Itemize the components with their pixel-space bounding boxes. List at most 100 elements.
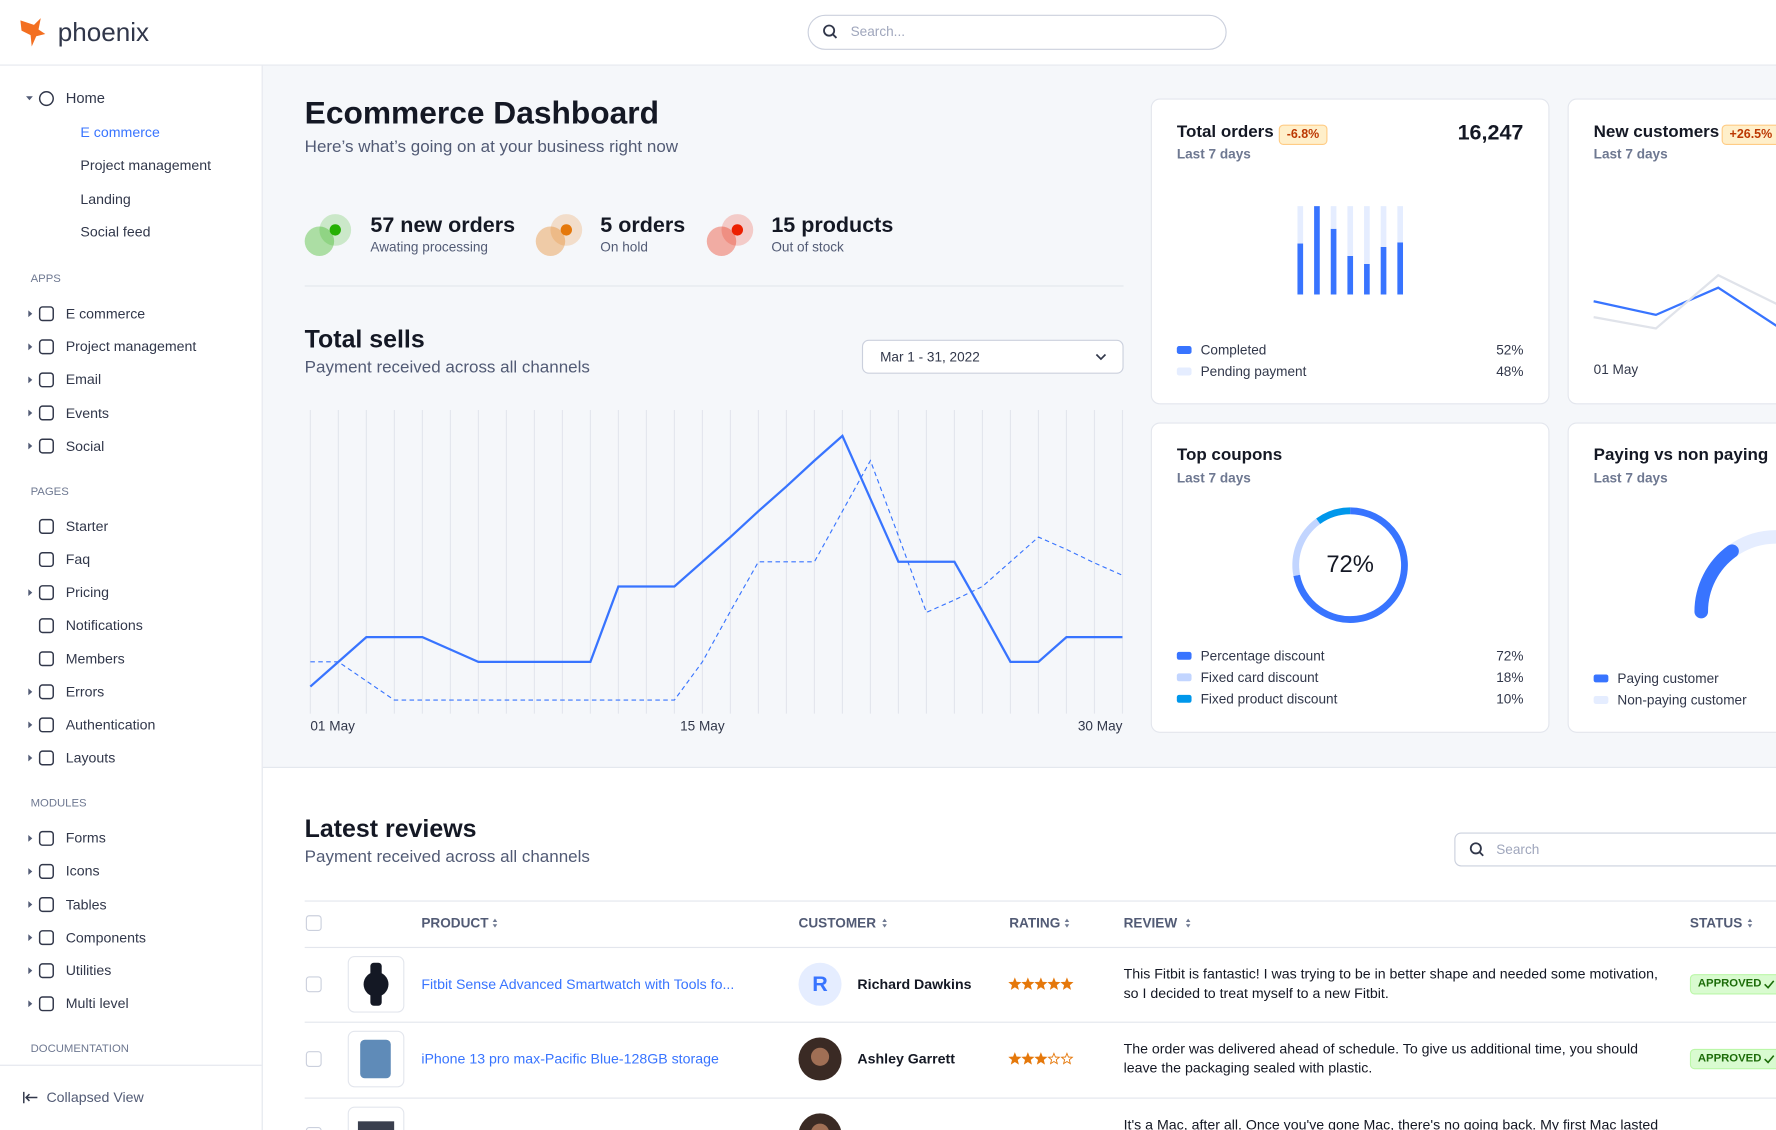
bar	[1297, 243, 1304, 295]
stat-icon-bg	[535, 226, 566, 256]
legend-label: Fixed product discount	[1200, 690, 1338, 707]
rating	[1008, 977, 1074, 990]
avatar	[798, 962, 842, 1006]
review-text: This Fitbit is fantastic! I was trying t…	[1123, 966, 1658, 1002]
bar	[1397, 206, 1404, 243]
nav-icon	[38, 830, 54, 846]
legend-swatch	[1176, 651, 1192, 660]
checkbox[interactable]	[305, 976, 322, 993]
bar	[1314, 206, 1320, 295]
legend-swatch	[1176, 673, 1192, 682]
review-search-box[interactable]	[1454, 832, 1776, 867]
star	[1008, 977, 1022, 990]
nav-item[interactable]: Layouts	[65, 750, 116, 766]
chart-title: Total sells	[304, 325, 425, 354]
nav-item[interactable]: E commerce	[65, 305, 146, 322]
sidebar-footer-line	[0, 1064, 262, 1066]
nav-icon	[38, 518, 54, 534]
legend-label: Percentage discount	[1200, 647, 1325, 664]
nav-icon	[38, 339, 54, 355]
stat-label: On hold	[600, 238, 648, 255]
nav-icon	[38, 306, 54, 322]
date-select[interactable]	[861, 339, 1124, 374]
checkbox[interactable]	[305, 915, 322, 932]
line-series	[309, 434, 1123, 688]
star	[1021, 977, 1035, 990]
legend-label: Completed	[1200, 342, 1267, 358]
sidebar	[0, 65, 263, 1130]
caret	[28, 688, 33, 696]
nav-item[interactable]: Errors	[65, 683, 105, 700]
checkbox[interactable]	[305, 1051, 322, 1067]
change-badge: -6.8%	[1278, 124, 1328, 145]
column-header[interactable]: REVIEW	[1123, 915, 1178, 932]
page-title: Ecommerce Dashboard	[304, 95, 659, 131]
nav-item[interactable]: Authentication	[65, 716, 156, 733]
chart-subtitle: Last 7 days	[1593, 470, 1668, 486]
caret	[28, 310, 33, 318]
nav-item[interactable]: Project management	[65, 338, 197, 355]
stat-label: Awating processing	[370, 238, 488, 255]
stat-icon-bg	[706, 226, 737, 256]
column-header[interactable]: CUSTOMER	[798, 915, 877, 932]
legend-swatch	[1176, 346, 1192, 354]
nav-item[interactable]: Pricing	[65, 584, 109, 601]
nav-item[interactable]: Utilities	[65, 962, 112, 979]
nav-subitem[interactable]: E commerce	[80, 124, 160, 141]
product-link[interactable]: iPhone 13 pro max-Pacific Blue-128GB sto…	[421, 1051, 719, 1067]
nav-subitem[interactable]: Social feed	[80, 224, 151, 240]
column-header[interactable]: PRODUCT	[421, 915, 489, 932]
bar	[1364, 206, 1370, 264]
collapse-icon	[23, 1091, 38, 1104]
section-title: Latest reviews	[304, 814, 477, 843]
legend-swatch	[1593, 674, 1609, 683]
nav-icon	[38, 750, 54, 766]
chart-title: Top coupons	[1176, 445, 1283, 465]
status-badge: APPROVED	[1689, 974, 1776, 995]
bar	[1297, 206, 1304, 244]
nav-icon	[38, 930, 54, 946]
nav-item[interactable]: Events	[65, 405, 109, 421]
divider	[304, 285, 1124, 287]
product-photo	[360, 1039, 391, 1079]
nav-item[interactable]: Icons	[65, 863, 100, 880]
nav-icon	[38, 963, 54, 979]
caret	[26, 96, 33, 101]
nav-item[interactable]: Social	[65, 438, 105, 454]
nav-item[interactable]: Forms	[65, 830, 106, 847]
sort-icon	[1747, 918, 1753, 928]
nav-item[interactable]: Home	[65, 89, 105, 107]
nav-item[interactable]: Tables	[65, 896, 107, 913]
checkbox[interactable]	[305, 1126, 322, 1130]
nav-item[interactable]: Multi level	[65, 995, 129, 1012]
product-link[interactable]: Fitbit Sense Advanced Smartwatch with To…	[421, 976, 735, 993]
nav-item[interactable]: Faq	[65, 551, 91, 568]
column-header[interactable]: STATUS	[1689, 915, 1743, 932]
nav-icon	[38, 405, 54, 421]
nav-item[interactable]: Components	[65, 929, 146, 946]
product-photo	[370, 962, 382, 1006]
nav-item[interactable]: Email	[65, 371, 102, 388]
total-value: 16,247	[1457, 121, 1524, 145]
nav-icon	[38, 717, 54, 733]
review-text: It's a Mac, after all. Once you've gone …	[1123, 1116, 1659, 1130]
date-range[interactable]: Mar 1 - 31, 2022	[880, 348, 980, 365]
column-header[interactable]: RATING	[1009, 915, 1061, 932]
product-photo	[357, 1121, 395, 1130]
nav-subitem[interactable]: Project management	[80, 157, 212, 174]
avatar-face	[810, 1047, 830, 1066]
change-badge: +26.5%	[1721, 124, 1776, 145]
nav-item[interactable]: Members	[65, 650, 125, 667]
nav-item[interactable]: Starter	[65, 518, 109, 535]
caret	[28, 343, 33, 351]
search-box[interactable]	[807, 14, 1227, 50]
star	[1047, 977, 1061, 990]
nav-icon	[38, 91, 54, 107]
nav-subitem[interactable]: Landing	[80, 190, 131, 207]
status-badge: APPROVED	[1689, 1048, 1776, 1070]
legend-swatch	[1176, 367, 1192, 376]
collapse-toggle[interactable]: Collapsed View	[46, 1089, 144, 1106]
nav-item[interactable]: Notifications	[65, 617, 143, 634]
chevron	[1095, 353, 1107, 361]
bar	[1380, 246, 1387, 295]
